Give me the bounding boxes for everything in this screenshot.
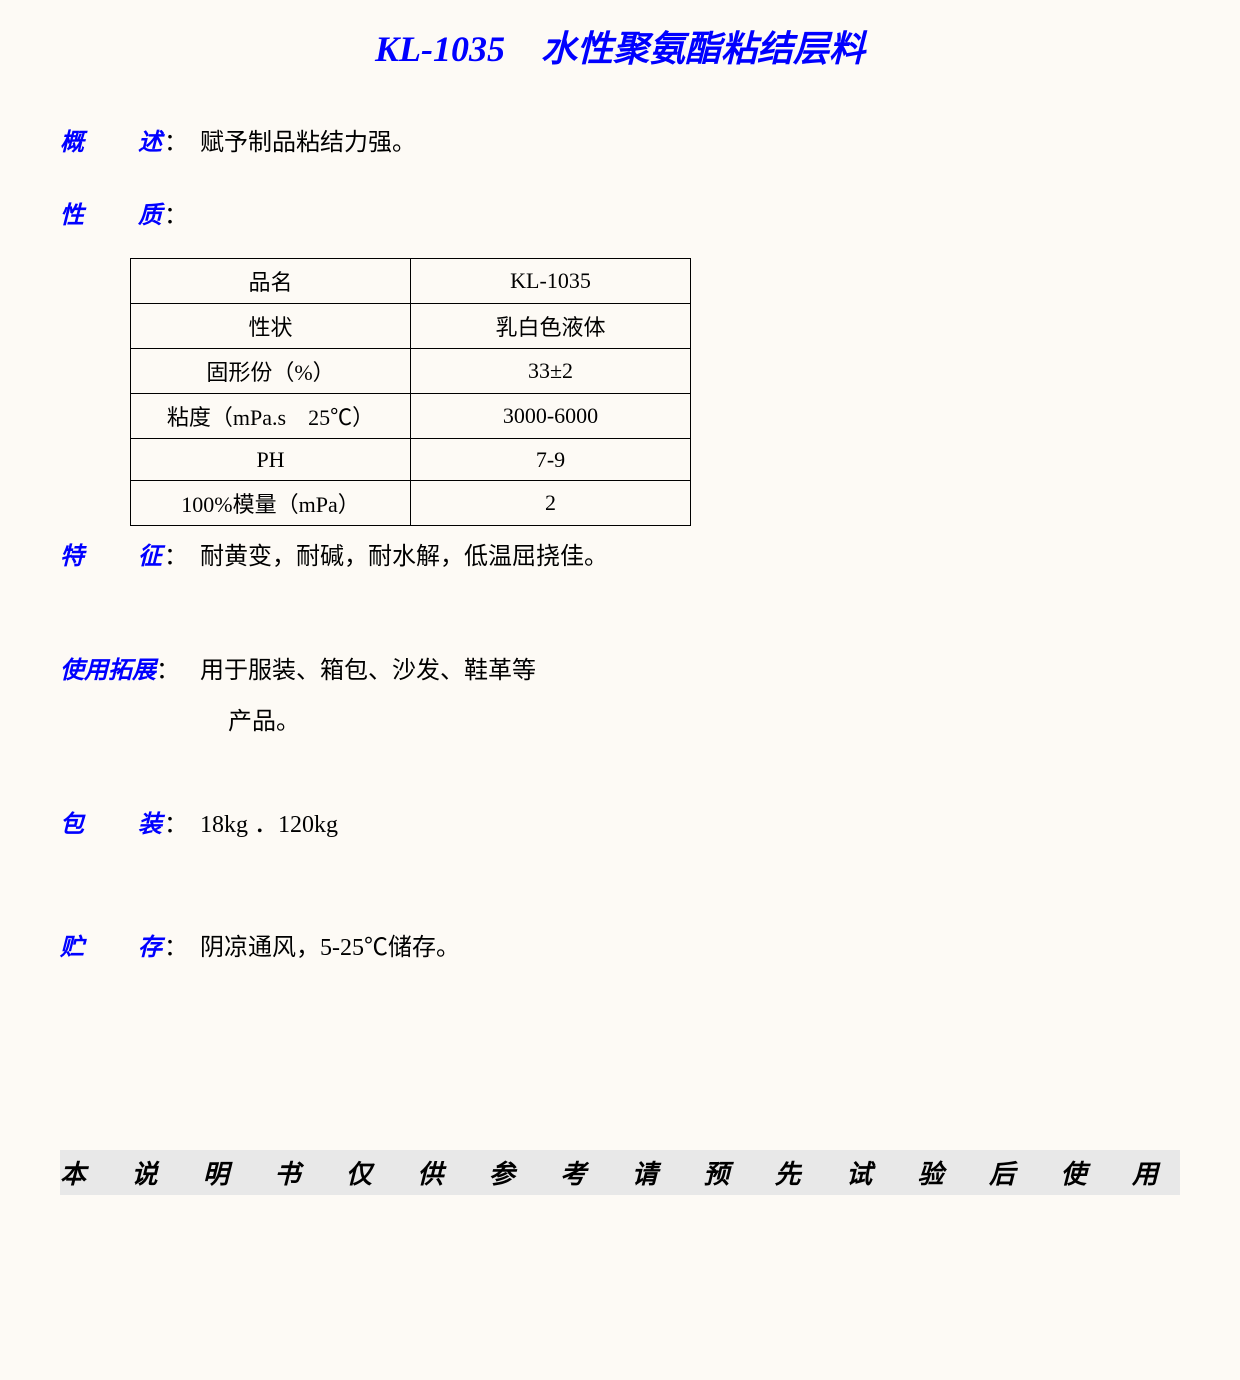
properties-table-wrap: 品名KL-1035 性状乳白色液体 固形份（%）33±2 粘度（mPa.s 25… [130, 258, 1180, 526]
packaging-text: 18kg ．120kg [200, 812, 338, 838]
overview-section: 概 述： 赋予制品粘结力强。 [60, 122, 1180, 165]
packaging-label: 包 装： [60, 804, 200, 847]
overview-text: 赋予制品粘结力强。 [200, 130, 416, 156]
table-cell: 固形份（%） [131, 349, 411, 394]
usage-text-2: 产品。 [228, 701, 1180, 744]
table-cell: 3000-6000 [411, 394, 691, 439]
footer-notice: 本说明书仅供参考请预先试验后使用 [60, 1150, 1180, 1195]
overview-label: 概 述： [60, 122, 200, 165]
table-cell: 品名 [131, 259, 411, 304]
usage-text-1: 用于服装、箱包、沙发、鞋革等 [200, 658, 536, 684]
packaging-section: 包 装： 18kg ．120kg [60, 804, 1180, 847]
table-cell: 2 [411, 481, 691, 526]
storage-text: 阴凉通风，5-25℃储存。 [200, 935, 460, 961]
table-cell: 33±2 [411, 349, 691, 394]
table-row: PH7-9 [131, 439, 691, 481]
table-row: 品名KL-1035 [131, 259, 691, 304]
table-cell: KL-1035 [411, 259, 691, 304]
storage-section: 贮 存： 阴凉通风，5-25℃储存。 [60, 927, 1180, 970]
table-row: 性状乳白色液体 [131, 304, 691, 349]
table-row: 粘度（mPa.s 25℃）3000-6000 [131, 394, 691, 439]
table-row: 100%模量（mPa）2 [131, 481, 691, 526]
table-cell: 粘度（mPa.s 25℃） [131, 394, 411, 439]
table-cell: 性状 [131, 304, 411, 349]
table-row: 固形份（%）33±2 [131, 349, 691, 394]
properties-section: 性 质： [60, 195, 1180, 238]
table-cell: 乳白色液体 [411, 304, 691, 349]
document-title: KL-1035 水性聚氨酯粘结层料 [60, 20, 1180, 72]
features-section: 特 征： 耐黄变，耐碱，耐水解，低温屈挠佳。 [60, 536, 1180, 579]
storage-label: 贮 存： [60, 927, 200, 970]
table-cell: 100%模量（mPa） [131, 481, 411, 526]
features-label: 特 征： [60, 536, 200, 579]
table-cell: 7-9 [411, 439, 691, 481]
features-text: 耐黄变，耐碱，耐水解，低温屈挠佳。 [200, 544, 608, 570]
usage-section: 使用拓展： 用于服装、箱包、沙发、鞋革等 产品。 [60, 650, 1180, 744]
table-cell: PH [131, 439, 411, 481]
usage-label: 使用拓展： [60, 650, 200, 693]
properties-label: 性 质： [60, 195, 200, 238]
properties-table: 品名KL-1035 性状乳白色液体 固形份（%）33±2 粘度（mPa.s 25… [130, 258, 691, 526]
